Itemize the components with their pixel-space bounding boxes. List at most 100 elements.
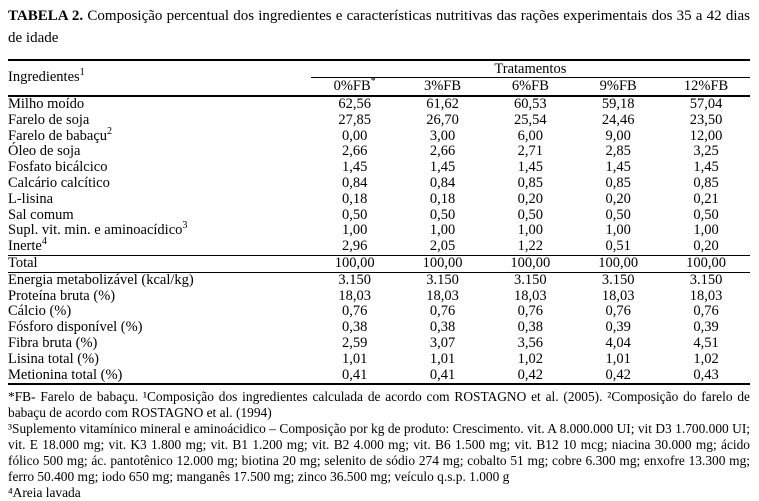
value-cell: 100,00 — [686, 254, 726, 271]
value-cell: 18,03 — [601, 287, 635, 304]
value-cell: 18,03 — [514, 287, 547, 304]
table-row: Fibra bruta (%) 2,59 3,07 3,56 4,04 4,51 — [8, 334, 750, 352]
value-cell: 2,85 — [605, 143, 631, 160]
value-cell: 62,56 — [338, 96, 371, 112]
table-row: Farelo de soja 27,85 26,70 25,54 24,46 23,50 — [8, 111, 750, 129]
value-cell: 0,51 — [605, 238, 631, 255]
ingredients-column-header: Ingredientes1 — [8, 67, 85, 86]
row-label: Inerte4 — [8, 236, 47, 255]
value-cell: 1,01 — [605, 350, 631, 367]
column-header-9fb: 9%FB — [599, 78, 637, 94]
composition-table: Ingredientes1 Tratamentos 0%FB* 3%FB 6%F… — [8, 59, 750, 386]
value-cell: 1,22 — [517, 238, 544, 255]
table-row: Fósforo disponível (%) 0,38 0,38 0,38 0,39 0,… — [8, 319, 750, 336]
value-cell: 27,85 — [338, 111, 371, 128]
value-cell: 25,54 — [514, 111, 547, 128]
value-cell: 2,59 — [341, 334, 368, 351]
value-cell: 1,01 — [429, 350, 456, 367]
value-cell: 0,85 — [517, 174, 544, 191]
value-cell: 1,00 — [605, 222, 631, 239]
footnote-marker: 3 — [182, 220, 188, 232]
table-caption-text: Composição percentual dos ingredientes e… — [8, 8, 751, 46]
value-cell: 2,96 — [341, 238, 368, 255]
value-cell: 2,05 — [429, 238, 456, 255]
value-cell: 3,07 — [429, 334, 456, 351]
value-cell: 1,01 — [341, 350, 368, 367]
value-cell: 1,00 — [693, 222, 719, 239]
row-label: Fosfato bicálcico — [8, 159, 108, 176]
value-cell: 0,18 — [341, 190, 368, 207]
row-label: Farelo de babaçu2 — [8, 125, 113, 144]
row-label: Fibra bruta (%) — [8, 334, 98, 351]
value-cell: 0,85 — [693, 174, 719, 191]
row-label: L-lisina — [8, 190, 54, 207]
table-row: Energia metabolizável (kcal/kg) 3.150 3.15… — [8, 272, 750, 288]
value-cell: 100,00 — [334, 254, 375, 271]
value-cell: 2,66 — [341, 143, 368, 160]
value-cell: 100,00 — [598, 254, 639, 271]
row-label: Proteína bruta (%) — [8, 287, 116, 304]
value-cell: 0,18 — [429, 190, 456, 207]
value-cell: 0,20 — [693, 238, 719, 255]
value-cell: 2,71 — [517, 143, 544, 160]
table-caption: TABELA 2. Composição percentual dos ingr… — [8, 5, 750, 49]
value-cell: 1,00 — [341, 222, 368, 239]
value-cell: 1,45 — [693, 159, 719, 176]
value-cell: 1,00 — [429, 222, 456, 239]
column-headers-row: 0%FB* 3%FB 6%FB 9%FB 12%FB — [8, 77, 750, 97]
table-row: Cálcio (%) 0,76 0,76 0,76 0,76 0,76 — [8, 304, 750, 320]
column-header-6fb: 6%FB — [511, 78, 549, 94]
value-cell: 1,45 — [517, 159, 544, 176]
value-cell: 3.150 — [689, 271, 723, 288]
value-cell: 100,00 — [422, 254, 463, 271]
value-cell: 0,39 — [693, 319, 719, 336]
table-row: Farelo de babaçu2 0,00 3,00 6,00 9,00 12,00 — [8, 125, 750, 145]
value-cell: 18,03 — [426, 287, 459, 304]
value-cell: 12,00 — [689, 127, 723, 144]
footnote-supplement: ³Suplemento vitamínico mineral e aminoác… — [8, 421, 750, 485]
value-cell: 0,85 — [605, 174, 631, 191]
footnote-marker: 1 — [79, 67, 85, 79]
value-cell: 3,00 — [429, 127, 456, 144]
value-cell: 18,03 — [338, 287, 371, 304]
value-cell: 0,76 — [693, 303, 719, 320]
row-label: Energia metabolizável (kcal/kg) — [8, 271, 194, 288]
table-row: Fosfato bicálcico 1,45 1,45 1,45 1,45 1,45 — [8, 159, 750, 176]
value-cell: 0,42 — [517, 366, 544, 383]
column-header-3fb: 3%FB — [423, 78, 462, 94]
value-cell: 0,39 — [605, 319, 631, 336]
table-row: Calcário calcítico 0,84 0,84 0,85 0,85 0,85 — [8, 174, 750, 192]
value-cell: 57,04 — [689, 96, 723, 112]
value-cell: 0,41 — [429, 366, 456, 383]
value-cell: 3,25 — [693, 143, 719, 160]
value-cell: 2,66 — [429, 143, 456, 160]
row-label: Farelo de soja — [8, 111, 90, 128]
value-cell: 23,50 — [689, 111, 723, 128]
table-row: Sal comum 0,50 0,50 0,50 0,50 0,50 — [8, 206, 750, 224]
value-cell: 0,50 — [605, 206, 631, 223]
value-cell: 59,18 — [601, 96, 635, 112]
table-row: Proteína bruta (%) 18,03 18,03 18,03 18,03 18… — [8, 287, 750, 305]
value-cell: 0,76 — [517, 303, 544, 320]
value-cell: 3.150 — [426, 271, 459, 288]
value-cell: 100,00 — [510, 254, 551, 271]
value-cell: 0,20 — [605, 190, 631, 207]
footnotes: *FB- Farelo de babaçu. ¹Composição dos i… — [8, 389, 750, 501]
table-row: Inerte4 2,96 2,05 1,22 0,51 0,20 — [8, 236, 750, 255]
total-section: Total 100,00 100,00 100,00 100,00 100,00 — [8, 254, 750, 273]
value-cell: 61,62 — [426, 96, 459, 112]
table-row: Lisina total (%) 1,01 1,01 1,02 1,01 1,02 — [8, 350, 750, 368]
row-label: Sal comum — [8, 206, 74, 223]
value-cell: 0,38 — [429, 319, 456, 336]
footnote-marker: 2 — [107, 125, 113, 137]
footnote-marker: 4 — [41, 236, 47, 248]
value-cell: 0,50 — [429, 206, 456, 223]
table-header: Ingredientes1 Tratamentos 0%FB* 3%FB 6%F… — [8, 60, 750, 96]
value-cell: 1,00 — [517, 222, 544, 239]
row-label: Metionina total (%) — [8, 366, 123, 383]
table-row: Óleo de soja 2,66 2,66 2,71 2,85 3,25 — [8, 144, 750, 160]
value-cell: 1,02 — [517, 350, 544, 367]
value-cell: 0,43 — [693, 366, 719, 383]
value-cell: 6,00 — [517, 127, 544, 144]
value-cell: 0,38 — [341, 319, 368, 336]
